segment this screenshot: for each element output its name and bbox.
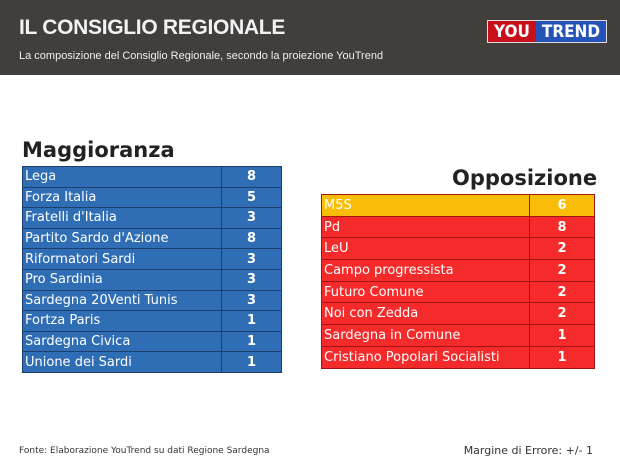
seat-count: 1 (529, 345, 595, 369)
table-row: LeU 2 (321, 237, 595, 261)
table-row: Partito Sardo d'Azione 8 (22, 227, 282, 250)
party-name: Noi con Zedda (321, 302, 530, 326)
party-name: Fratelli d'Italia (22, 207, 222, 229)
seat-count: 8 (221, 227, 282, 250)
party-name: LeU (321, 237, 530, 261)
page-title: IL CONSIGLIO REGIONALE (19, 16, 286, 39)
seat-count: 3 (221, 248, 282, 270)
table-row: Forza Italia 5 (22, 186, 282, 209)
party-name: Cristiano Popolari Socialisti (321, 345, 530, 369)
error-margin: Margine di Errore: +/- 1 (463, 444, 593, 457)
table-row: Unione dei Sardi 1 (22, 351, 282, 373)
party-name: Pd (321, 215, 530, 239)
seat-count: 6 (529, 194, 595, 217)
table-row: Cristiano Popolari Socialisti 1 (321, 345, 595, 369)
seat-count: 8 (221, 166, 282, 188)
table-row: Lega 8 (22, 166, 282, 188)
table-row: Riformatori Sardi 3 (22, 248, 282, 270)
party-name: Unione dei Sardi (22, 351, 222, 373)
party-name: Campo progressista (321, 259, 530, 282)
table-row: M5S 6 (321, 194, 595, 217)
table-row: Pd 8 (321, 215, 595, 239)
party-name: Sardegna in Comune (321, 324, 530, 347)
table-row: Futuro Comune 2 (321, 280, 595, 304)
seat-count: 2 (529, 280, 595, 304)
table-row: Sardegna 20Venti Tunis 3 (22, 289, 282, 312)
page-subtitle: La composizione del Consiglio Regionale,… (19, 50, 384, 62)
table-row: Fratelli d'Italia 3 (22, 207, 282, 229)
seat-count: 1 (529, 324, 595, 347)
seat-count: 8 (529, 215, 595, 239)
table-row: Sardegna Civica 1 (22, 330, 282, 353)
table-row: Noi con Zedda 2 (321, 302, 595, 326)
seat-count: 1 (221, 310, 282, 332)
party-name: M5S (321, 194, 530, 217)
table-row: Fortza Paris 1 (22, 310, 282, 332)
party-name: Forza Italia (22, 186, 222, 209)
seat-count: 3 (221, 289, 282, 312)
table-row: Pro Sardinia 3 (22, 268, 282, 291)
party-name: Partito Sardo d'Azione (22, 227, 222, 250)
party-name: Pro Sardinia (22, 268, 222, 291)
party-name: Sardegna 20Venti Tunis (22, 289, 222, 312)
table-row: Campo progressista 2 (321, 259, 595, 282)
party-name: Sardegna Civica (22, 330, 222, 353)
table-row: Sardegna in Comune 1 (321, 324, 595, 347)
seat-count: 2 (529, 302, 595, 326)
party-name: Riformatori Sardi (22, 248, 222, 270)
header: IL CONSIGLIO REGIONALE La composizione d… (0, 0, 620, 75)
seat-count: 2 (529, 237, 595, 261)
seat-count: 1 (221, 330, 282, 353)
maggioranza-table: Lega 8 Forza Italia 5 Fratelli d'Italia 3 Part… (22, 166, 282, 373)
seat-count: 2 (529, 259, 595, 282)
seat-count: 3 (221, 207, 282, 229)
opposizione-table: M5S 6 Pd 8 LeU 2 Campo progressista 2 Futuro Com… (321, 194, 595, 369)
logo-trend: TREND (535, 21, 607, 42)
seat-count: 3 (221, 268, 282, 291)
party-name: Fortza Paris (22, 310, 222, 332)
party-name: Lega (22, 166, 222, 188)
maggioranza-title: Maggioranza (22, 138, 175, 162)
seat-count: 5 (221, 186, 282, 209)
party-name: Futuro Comune (321, 280, 530, 304)
youtrend-logo: YOU TREND (487, 20, 608, 43)
seat-count: 1 (221, 351, 282, 373)
opposizione-title: Opposizione (452, 166, 598, 190)
logo-you: YOU (488, 21, 536, 42)
source-note: Fonte: Elaborazione YouTrend su dati Reg… (19, 446, 270, 456)
